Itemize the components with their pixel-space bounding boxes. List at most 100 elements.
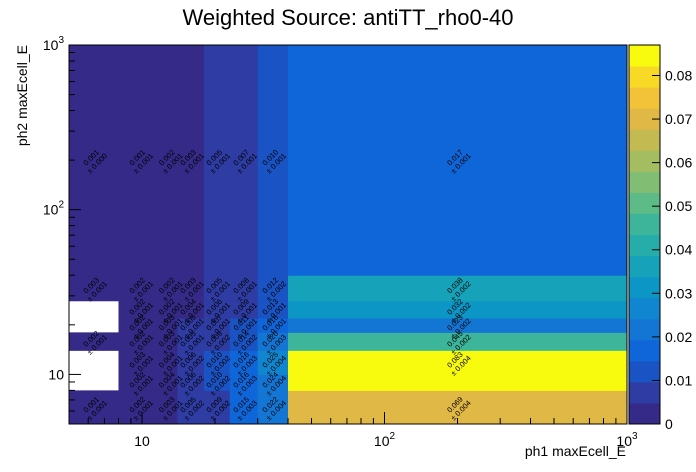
colorbar-tick-label: 0.07 [665, 111, 692, 127]
heatmap-cell [287, 275, 628, 302]
heatmap-cell [161, 332, 178, 351]
colorbar-segment [629, 87, 660, 109]
heatmap-cell [69, 275, 119, 302]
colorbar-segment [629, 255, 660, 278]
heatmap-cell [257, 45, 289, 276]
x-tick-label: 103 [616, 431, 638, 449]
heatmap-cells [69, 45, 628, 425]
heatmap-cell [177, 332, 205, 351]
colorbar-tick-label: 0.04 [665, 242, 692, 258]
heatmap-cell [118, 374, 162, 391]
x-axis-label: ph1 maxEcell_E [525, 443, 626, 459]
heatmap-cell [203, 332, 231, 351]
heatmap-cell [287, 300, 628, 319]
heatmap-cell [229, 374, 259, 391]
colorbar-segment [629, 234, 660, 257]
plot-axes: 10 102 103 10 102 103 [43, 35, 638, 449]
heatmap-cell [161, 350, 178, 375]
colorbar-segment [629, 402, 660, 425]
cell-value-label: 0.002± 0.001 [79, 327, 109, 357]
colorbar-tick-label: 0.03 [665, 285, 692, 301]
heatmap-cell [287, 45, 628, 276]
heatmap-cell [118, 390, 162, 425]
colorbar-segment [629, 276, 660, 299]
heatmap-cell [257, 275, 289, 302]
heatmap-cell [257, 390, 289, 425]
heatmap-cell [118, 45, 162, 276]
colorbar-tick-label: 0.02 [665, 329, 692, 345]
heatmap-cell [287, 374, 628, 391]
colorbar-segment [629, 192, 660, 214]
heatmap-cell [257, 300, 289, 319]
cell-value-label: 0.032± 0.002 [443, 295, 473, 325]
heatmap-cell [161, 45, 178, 276]
heatmap-cell [177, 390, 205, 425]
heatmap-cell [161, 374, 178, 391]
heatmap-cell [69, 332, 119, 351]
heatmap-cell [287, 318, 628, 333]
heatmap-cell [118, 275, 162, 302]
heatmap-cell [257, 318, 289, 333]
colorbar-segment [629, 150, 660, 172]
y-axis-label: ph2 maxEcell_E [14, 45, 30, 146]
heatmap-cell [229, 390, 259, 425]
heatmap-cell [229, 318, 259, 333]
heatmap-cell [257, 350, 289, 375]
heatmap-cell [203, 275, 231, 302]
heatmap-cell [257, 332, 289, 351]
heatmap-cell [118, 332, 162, 351]
heatmap-cell [118, 300, 162, 319]
heatmap-cell [203, 390, 231, 425]
colorbar: 0 0.01 0.02 0.03 0.04 0.05 0.06 0.07 0.08 [628, 44, 692, 432]
heatmap-cell [118, 318, 162, 333]
y-tick-label: 103 [43, 35, 65, 53]
colorbar-tick-label: 0.08 [665, 67, 692, 83]
heatmap-cell [177, 45, 205, 276]
colorbar-segment [629, 339, 660, 362]
colorbar-frame [628, 44, 661, 425]
heatmap-cell [161, 275, 178, 302]
heatmap-cell [229, 332, 259, 351]
colorbar-segment [629, 381, 660, 404]
heatmap-cell [229, 45, 259, 276]
heatmap-cell [229, 300, 259, 319]
heatmap-cell [177, 300, 205, 319]
colorbar-segment [629, 297, 660, 320]
heatmap-cell [229, 350, 259, 375]
heatmap-cell [161, 318, 178, 333]
heatmap-cell [161, 390, 178, 425]
colorbar-segment [629, 171, 660, 193]
heatmap-cell [177, 318, 205, 333]
y-tick-label: 10 [48, 366, 64, 382]
heatmap-cell [229, 275, 259, 302]
colorbar-tick-label: 0.05 [665, 198, 692, 214]
y-tick-label: 102 [43, 200, 65, 218]
colorbar-segment [629, 129, 660, 151]
heatmap-cell [203, 350, 231, 375]
colorbar-segment [629, 108, 660, 130]
heatmap-cell [203, 374, 231, 391]
plot-frame [68, 44, 628, 425]
heatmap-cell [203, 300, 231, 319]
heatmap-cell [161, 300, 178, 319]
heatmap-cell [203, 318, 231, 333]
heatmap-cell [177, 275, 205, 302]
heatmap-cell [203, 45, 231, 276]
chart-title: Weighted Source: antiTT_rho0-40 [183, 5, 514, 30]
heatmap-cell [69, 45, 119, 276]
colorbar-tick-label: 0.01 [665, 372, 692, 388]
colorbar-tick-label: 0 [665, 416, 673, 432]
colorbar-segment [629, 213, 660, 235]
heatmap-cell [177, 350, 205, 375]
heatmap-cell [69, 390, 119, 425]
colorbar-segment [629, 360, 660, 383]
heatmap-cell [257, 374, 289, 391]
heatmap-cell [287, 332, 628, 351]
x-tick-label: 10 [134, 433, 150, 449]
heatmap-cell [118, 350, 162, 375]
colorbar-segment [629, 66, 660, 88]
heatmap-cell [177, 374, 205, 391]
colorbar-tick-label: 0.06 [665, 155, 692, 171]
x-tick-label: 102 [374, 431, 396, 449]
